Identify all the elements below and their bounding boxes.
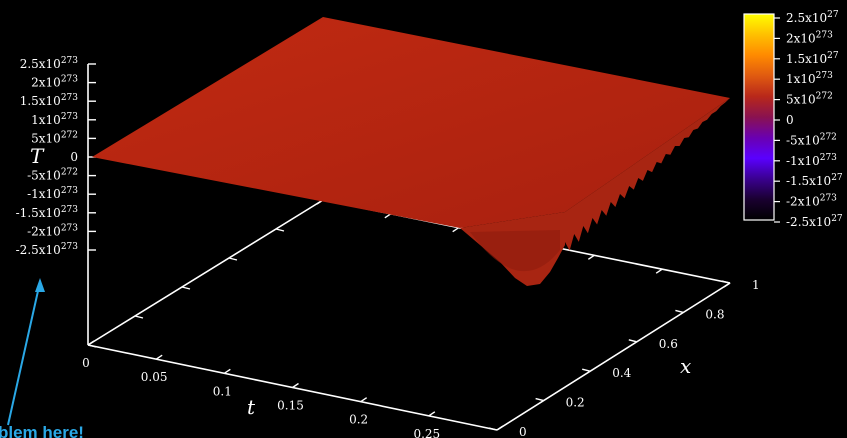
x-tick-mark xyxy=(628,339,637,343)
x-tick-label: 0.4 xyxy=(612,366,631,380)
x-tick-mark-back xyxy=(181,286,191,290)
z-tick-label: -1x10273 xyxy=(27,186,78,201)
t-tick-label: 0.1 xyxy=(213,384,232,398)
z-tick-label: 5x10272 xyxy=(31,130,78,145)
x-tick-label: 0 xyxy=(519,425,527,438)
x-tick-mark xyxy=(675,309,684,314)
z-tick-label: -5x10272 xyxy=(27,168,78,183)
colorbar-tick-label: -1.5x1027 xyxy=(786,173,843,188)
x-axis-line xyxy=(496,282,731,431)
x-tick-mark xyxy=(488,427,498,431)
x-tick-mark xyxy=(582,368,591,372)
t-tick-mark xyxy=(496,425,504,431)
x-axis-ticks: 0 0.2 0.4 0.6 0.8 1 xyxy=(87,199,760,438)
t-tick-mark-back xyxy=(384,213,392,219)
z-axis-ticks: 2.5x10273 2x10273 1.5x10273 1x10273 5x10272 0… xyxy=(16,56,96,257)
colorbar-ticks: 2.5x1027 2x10273 1.5x1027 1x10273 5x10272 0 -5… xyxy=(774,10,843,229)
arrow-head-icon xyxy=(35,278,45,292)
annotation-text: blem here! xyxy=(0,423,84,438)
colorbar-tick-label: 1.5x1027 xyxy=(786,51,839,66)
colorbar-tick-label: -2.5x1027 xyxy=(786,214,843,229)
z-tick-label: 1x10273 xyxy=(31,112,78,127)
x-tick-mark-back xyxy=(87,344,97,348)
t-tick-label: 0.25 xyxy=(413,427,440,438)
surface-plane xyxy=(92,17,730,228)
t-tick-mark xyxy=(223,368,231,374)
colorbar-tick-label: -1x10273 xyxy=(786,153,837,168)
z-tick-label: 0 xyxy=(70,150,78,164)
t-tick-mark-back xyxy=(723,282,731,288)
t-axis-label: t xyxy=(247,395,256,419)
x-tick-label: 0.8 xyxy=(705,307,724,321)
x-tick-mark xyxy=(721,280,731,284)
x-tick-mark xyxy=(535,397,544,402)
colorbar-tick-label: 1x10273 xyxy=(786,71,833,86)
t-tick-mark xyxy=(360,397,368,403)
z-axis-label: T xyxy=(30,144,45,168)
colorbar-tick-label: 5x10272 xyxy=(786,92,833,107)
colorbar-tick-label: 2.5x1027 xyxy=(786,10,839,25)
colorbar xyxy=(743,13,775,221)
t-tick-label: 0 xyxy=(82,356,90,370)
x-tick-label: 0.6 xyxy=(659,337,678,351)
z-tick-label: -2x10273 xyxy=(27,223,78,238)
t-tick-mark-back xyxy=(587,254,595,260)
x-tick-mark-back xyxy=(228,257,238,261)
z-tick-label: 1.5x10273 xyxy=(20,93,79,108)
x-axis-label: x xyxy=(680,354,691,378)
t-tick-mark xyxy=(155,354,163,360)
x-tick-mark-back xyxy=(134,315,144,319)
z-tick-label: -2.5x10273 xyxy=(16,242,79,257)
x-tick-label: 1 xyxy=(752,278,760,292)
colorbar-tick-label: 2x10273 xyxy=(786,30,833,45)
t-tick-label: 0.2 xyxy=(349,413,368,427)
t-tick-mark-back xyxy=(452,227,460,233)
surface-dip-shade xyxy=(470,230,560,272)
t-tick-mark xyxy=(87,340,95,346)
t-tick-label: 0.05 xyxy=(141,370,168,384)
t-axis-ticks: 00.050.10.150.20.250.3 xyxy=(82,199,731,438)
z-tick-label: -1.5x10273 xyxy=(16,205,79,220)
colorbar-tick-label: 0 xyxy=(786,113,794,127)
z-tick-label: 2.5x10273 xyxy=(20,56,79,71)
annotation-arrow xyxy=(7,281,41,426)
t-tick-mark xyxy=(292,382,299,389)
back-x-axis-line xyxy=(87,199,324,346)
x-tick-mark-back xyxy=(275,228,285,232)
colorbar-tick-label: -2x10273 xyxy=(786,194,837,209)
z-tick-label: 2x10273 xyxy=(31,75,78,90)
t-tick-mark xyxy=(428,411,436,417)
t-tick-label: 0.15 xyxy=(277,399,304,413)
x-tick-label: 0.2 xyxy=(566,396,585,410)
surface-mesh xyxy=(92,17,730,286)
colorbar-tick-label: -5x10272 xyxy=(786,132,837,147)
t-tick-mark-back xyxy=(655,268,663,274)
